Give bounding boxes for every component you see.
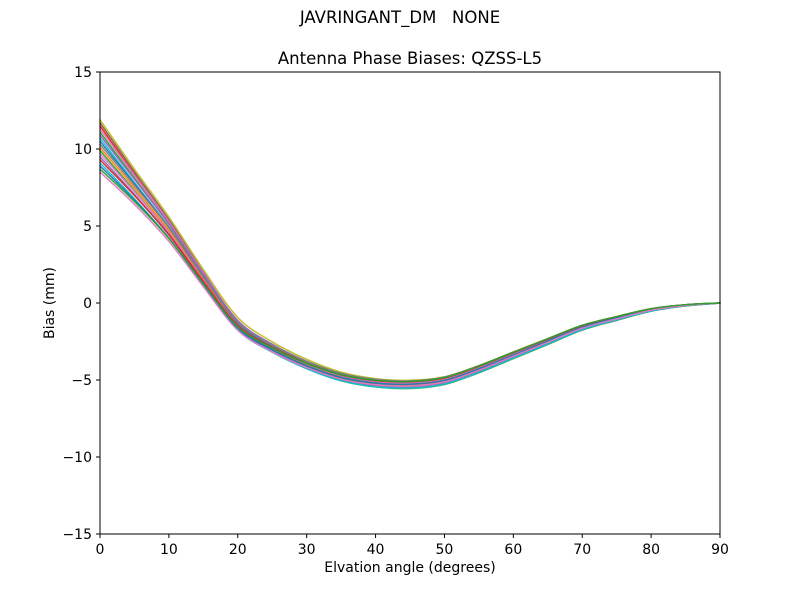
series-line bbox=[99, 143, 721, 382]
series-line bbox=[99, 134, 721, 383]
y-tick-label: −15 bbox=[62, 527, 92, 543]
y-tick-label: 10 bbox=[74, 142, 92, 158]
x-axis: 0 10 20 30 40 50 60 70 80 90 bbox=[96, 534, 729, 558]
y-tick-label: 5 bbox=[83, 219, 92, 235]
series-line bbox=[99, 118, 721, 382]
x-tick-label: 80 bbox=[642, 542, 660, 558]
y-tick-label: −10 bbox=[62, 450, 92, 466]
x-tick-label: 70 bbox=[573, 542, 591, 558]
y-tick-label: 0 bbox=[83, 296, 92, 312]
y-tick-label: −5 bbox=[71, 373, 92, 389]
x-tick-label: 50 bbox=[436, 542, 454, 558]
x-tick-label: 10 bbox=[160, 542, 178, 558]
series-line bbox=[99, 168, 721, 383]
x-tick-label: 60 bbox=[504, 542, 522, 558]
y-axis-label: Bias (mm) bbox=[42, 267, 58, 339]
x-tick-label: 90 bbox=[711, 542, 729, 558]
x-tick-label: 30 bbox=[298, 542, 316, 558]
series-line bbox=[99, 171, 721, 387]
series-line bbox=[99, 162, 721, 390]
plot-frame bbox=[99, 71, 721, 535]
suptitle: JAVRINGANT_DM NONE bbox=[299, 8, 500, 28]
x-tick-label: 0 bbox=[96, 542, 105, 558]
y-tick-label: 15 bbox=[74, 65, 92, 81]
y-axis: 15 10 5 0 −5 −10 −15 bbox=[62, 65, 100, 543]
plot-title: Antenna Phase Biases: QZSS-L5 bbox=[278, 49, 542, 68]
x-tick-label: 20 bbox=[229, 542, 247, 558]
x-axis-label: Elvation angle (degrees) bbox=[324, 560, 495, 576]
series-lines bbox=[99, 118, 721, 390]
x-tick-label: 40 bbox=[367, 542, 385, 558]
series-line bbox=[99, 165, 721, 386]
